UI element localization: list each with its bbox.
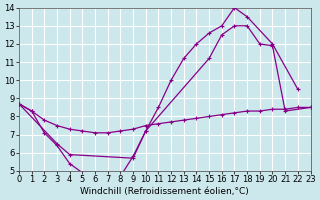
X-axis label: Windchill (Refroidissement éolien,°C): Windchill (Refroidissement éolien,°C) xyxy=(80,187,249,196)
